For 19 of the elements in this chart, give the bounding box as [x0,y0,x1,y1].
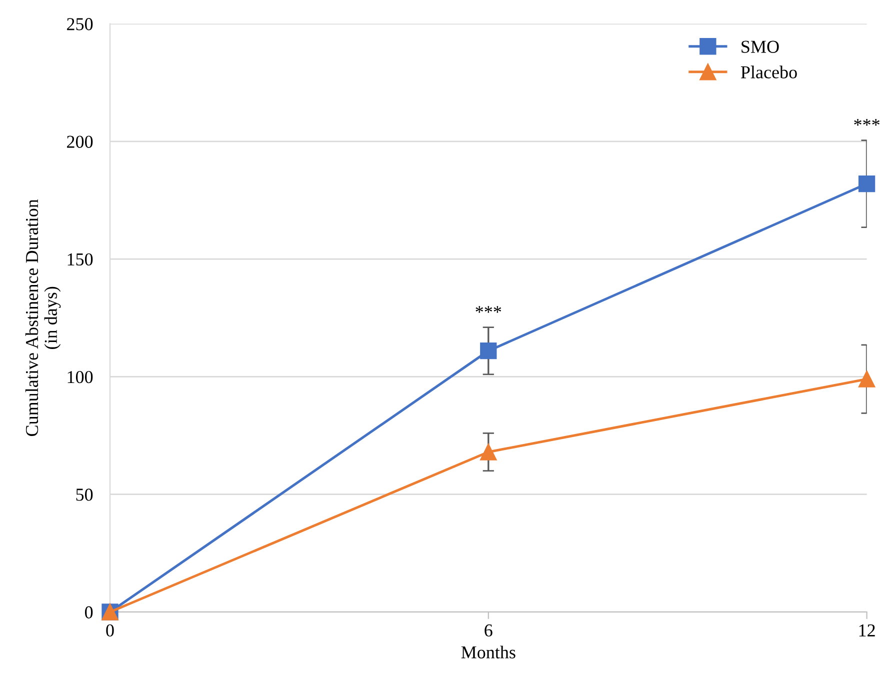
point [858,370,876,388]
point [480,444,497,460]
y-tick-label: 100 [68,370,93,384]
annotation: *** [476,306,502,313]
y-tick-label: 0 [84,606,93,618]
y-tick-label: 150 [68,253,93,266]
y-tick-label: 200 [67,136,93,148]
x-tick-label: 6 [484,624,492,637]
y-tick-label: 50 [76,488,93,501]
point [480,342,497,360]
point [858,175,876,192]
legend-label: Placebo [740,66,797,78]
annotation: *** [854,119,880,126]
y-axis-title: Cumulative Abstinence Duration (in days) [25,199,61,436]
y-tick-label: 250 [67,18,93,30]
x-tick-label: 12 [859,624,875,636]
x-tick-label: 0 [106,624,114,637]
legend-label: SMO [742,40,779,53]
x-axis-title: Months [461,646,516,658]
